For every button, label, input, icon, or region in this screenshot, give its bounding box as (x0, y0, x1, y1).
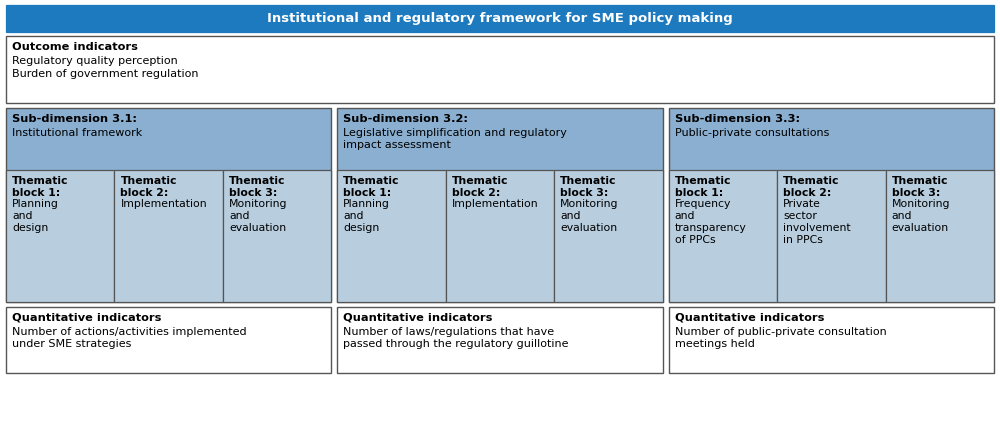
FancyBboxPatch shape (886, 170, 994, 302)
Text: Burden of government regulation: Burden of government regulation (12, 69, 198, 79)
Text: Monitoring
and
evaluation: Monitoring and evaluation (229, 199, 287, 233)
Text: Legislative simplification and regulatory
impact assessment: Legislative simplification and regulator… (343, 128, 567, 150)
Text: Public-private consultations: Public-private consultations (675, 128, 829, 138)
FancyBboxPatch shape (669, 108, 994, 302)
Text: Monitoring
and
evaluation: Monitoring and evaluation (560, 199, 619, 233)
FancyBboxPatch shape (337, 307, 663, 373)
Text: Number of laws/regulations that have
passed through the regulatory guillotine: Number of laws/regulations that have pas… (343, 327, 569, 349)
Text: Sub-dimension 3.3:: Sub-dimension 3.3: (675, 114, 800, 124)
FancyBboxPatch shape (554, 170, 663, 302)
Text: Thematic
block 2:: Thematic block 2: (120, 176, 177, 198)
FancyBboxPatch shape (669, 307, 994, 373)
Text: Institutional and regulatory framework for SME policy making: Institutional and regulatory framework f… (267, 12, 733, 25)
Text: Sub-dimension 3.1:: Sub-dimension 3.1: (12, 114, 137, 124)
Text: Planning
and
design: Planning and design (343, 199, 390, 233)
Text: Thematic
block 2:: Thematic block 2: (452, 176, 508, 198)
Text: Planning
and
design: Planning and design (12, 199, 59, 233)
Text: Institutional framework: Institutional framework (12, 128, 142, 138)
Text: Implementation: Implementation (452, 199, 538, 209)
FancyBboxPatch shape (6, 307, 331, 373)
FancyBboxPatch shape (223, 170, 331, 302)
Text: Sub-dimension 3.2:: Sub-dimension 3.2: (343, 114, 468, 124)
FancyBboxPatch shape (446, 170, 554, 302)
FancyBboxPatch shape (114, 170, 223, 302)
Text: Thematic
block 2:: Thematic block 2: (783, 176, 840, 198)
Text: Thematic
block 1:: Thematic block 1: (675, 176, 731, 198)
Text: Quantitative indicators: Quantitative indicators (675, 313, 824, 323)
Text: Number of actions/activities implemented
under SME strategies: Number of actions/activities implemented… (12, 327, 247, 349)
Text: Outcome indicators: Outcome indicators (12, 42, 138, 52)
Text: Frequency
and
transparency
of PPCs: Frequency and transparency of PPCs (675, 199, 746, 245)
FancyBboxPatch shape (337, 170, 446, 302)
Text: Thematic
block 3:: Thematic block 3: (229, 176, 285, 198)
Text: Number of public-private consultation
meetings held: Number of public-private consultation me… (675, 327, 886, 349)
Text: Thematic
block 1:: Thematic block 1: (12, 176, 68, 198)
Text: Thematic
block 3:: Thematic block 3: (892, 176, 948, 198)
FancyBboxPatch shape (337, 108, 663, 302)
Text: Thematic
block 3:: Thematic block 3: (560, 176, 617, 198)
FancyBboxPatch shape (6, 170, 114, 302)
FancyBboxPatch shape (777, 170, 886, 302)
FancyBboxPatch shape (6, 5, 994, 32)
Text: Implementation: Implementation (120, 199, 207, 209)
Text: Quantitative indicators: Quantitative indicators (12, 313, 161, 323)
FancyBboxPatch shape (669, 170, 777, 302)
Text: Monitoring
and
evaluation: Monitoring and evaluation (892, 199, 950, 233)
Text: Thematic
block 1:: Thematic block 1: (343, 176, 400, 198)
Text: Private
sector
involvement
in PPCs: Private sector involvement in PPCs (783, 199, 851, 245)
Text: Regulatory quality perception: Regulatory quality perception (12, 56, 178, 66)
FancyBboxPatch shape (6, 108, 331, 302)
FancyBboxPatch shape (6, 36, 994, 103)
Text: Quantitative indicators: Quantitative indicators (343, 313, 493, 323)
